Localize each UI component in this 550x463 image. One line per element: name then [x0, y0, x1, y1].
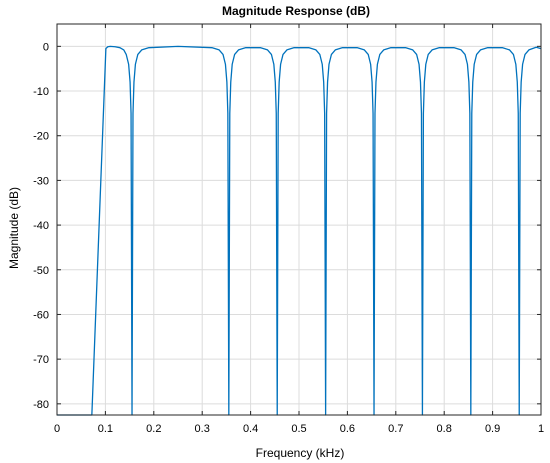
- y-axis-label: Magnitude (dB): [7, 187, 21, 269]
- y-tick-label: -30: [33, 175, 49, 187]
- y-tick-label: -20: [33, 131, 49, 143]
- x-tick-label: 0.2: [146, 423, 161, 435]
- y-tick-label: -10: [33, 86, 49, 98]
- y-tick-label: -40: [33, 220, 49, 232]
- x-tick-label: 0.3: [195, 423, 210, 435]
- x-tick-label: 0.4: [243, 423, 258, 435]
- y-tick-label: -60: [33, 309, 49, 321]
- y-tick-label: -50: [33, 265, 49, 277]
- y-tick-label: -70: [33, 354, 49, 366]
- chart-title: Magnitude Response (dB): [222, 4, 370, 18]
- axis-ticks: 0 0.1 0.2 0.3 0.4 0.5 0.6 0.7 0.8 0.9 1 0 -10 -20 -30 -…: [33, 24, 544, 435]
- x-tick-label: 0.6: [340, 423, 355, 435]
- x-tick-label: 0.5: [291, 423, 306, 435]
- x-tick-label: 0.1: [98, 423, 113, 435]
- x-tick-label: 0.7: [388, 423, 403, 435]
- series-line: [57, 45, 542, 416]
- y-tick-label: -80: [33, 399, 49, 411]
- plot-area: [57, 45, 542, 416]
- x-tick-label: 0: [54, 423, 60, 435]
- y-tick-label: 0: [43, 41, 49, 53]
- x-tick-label: 0.8: [437, 423, 452, 435]
- x-tick-label: 0.9: [485, 423, 500, 435]
- x-axis-label: Frequency (kHz): [256, 446, 345, 460]
- x-tick-label: 1: [538, 423, 544, 435]
